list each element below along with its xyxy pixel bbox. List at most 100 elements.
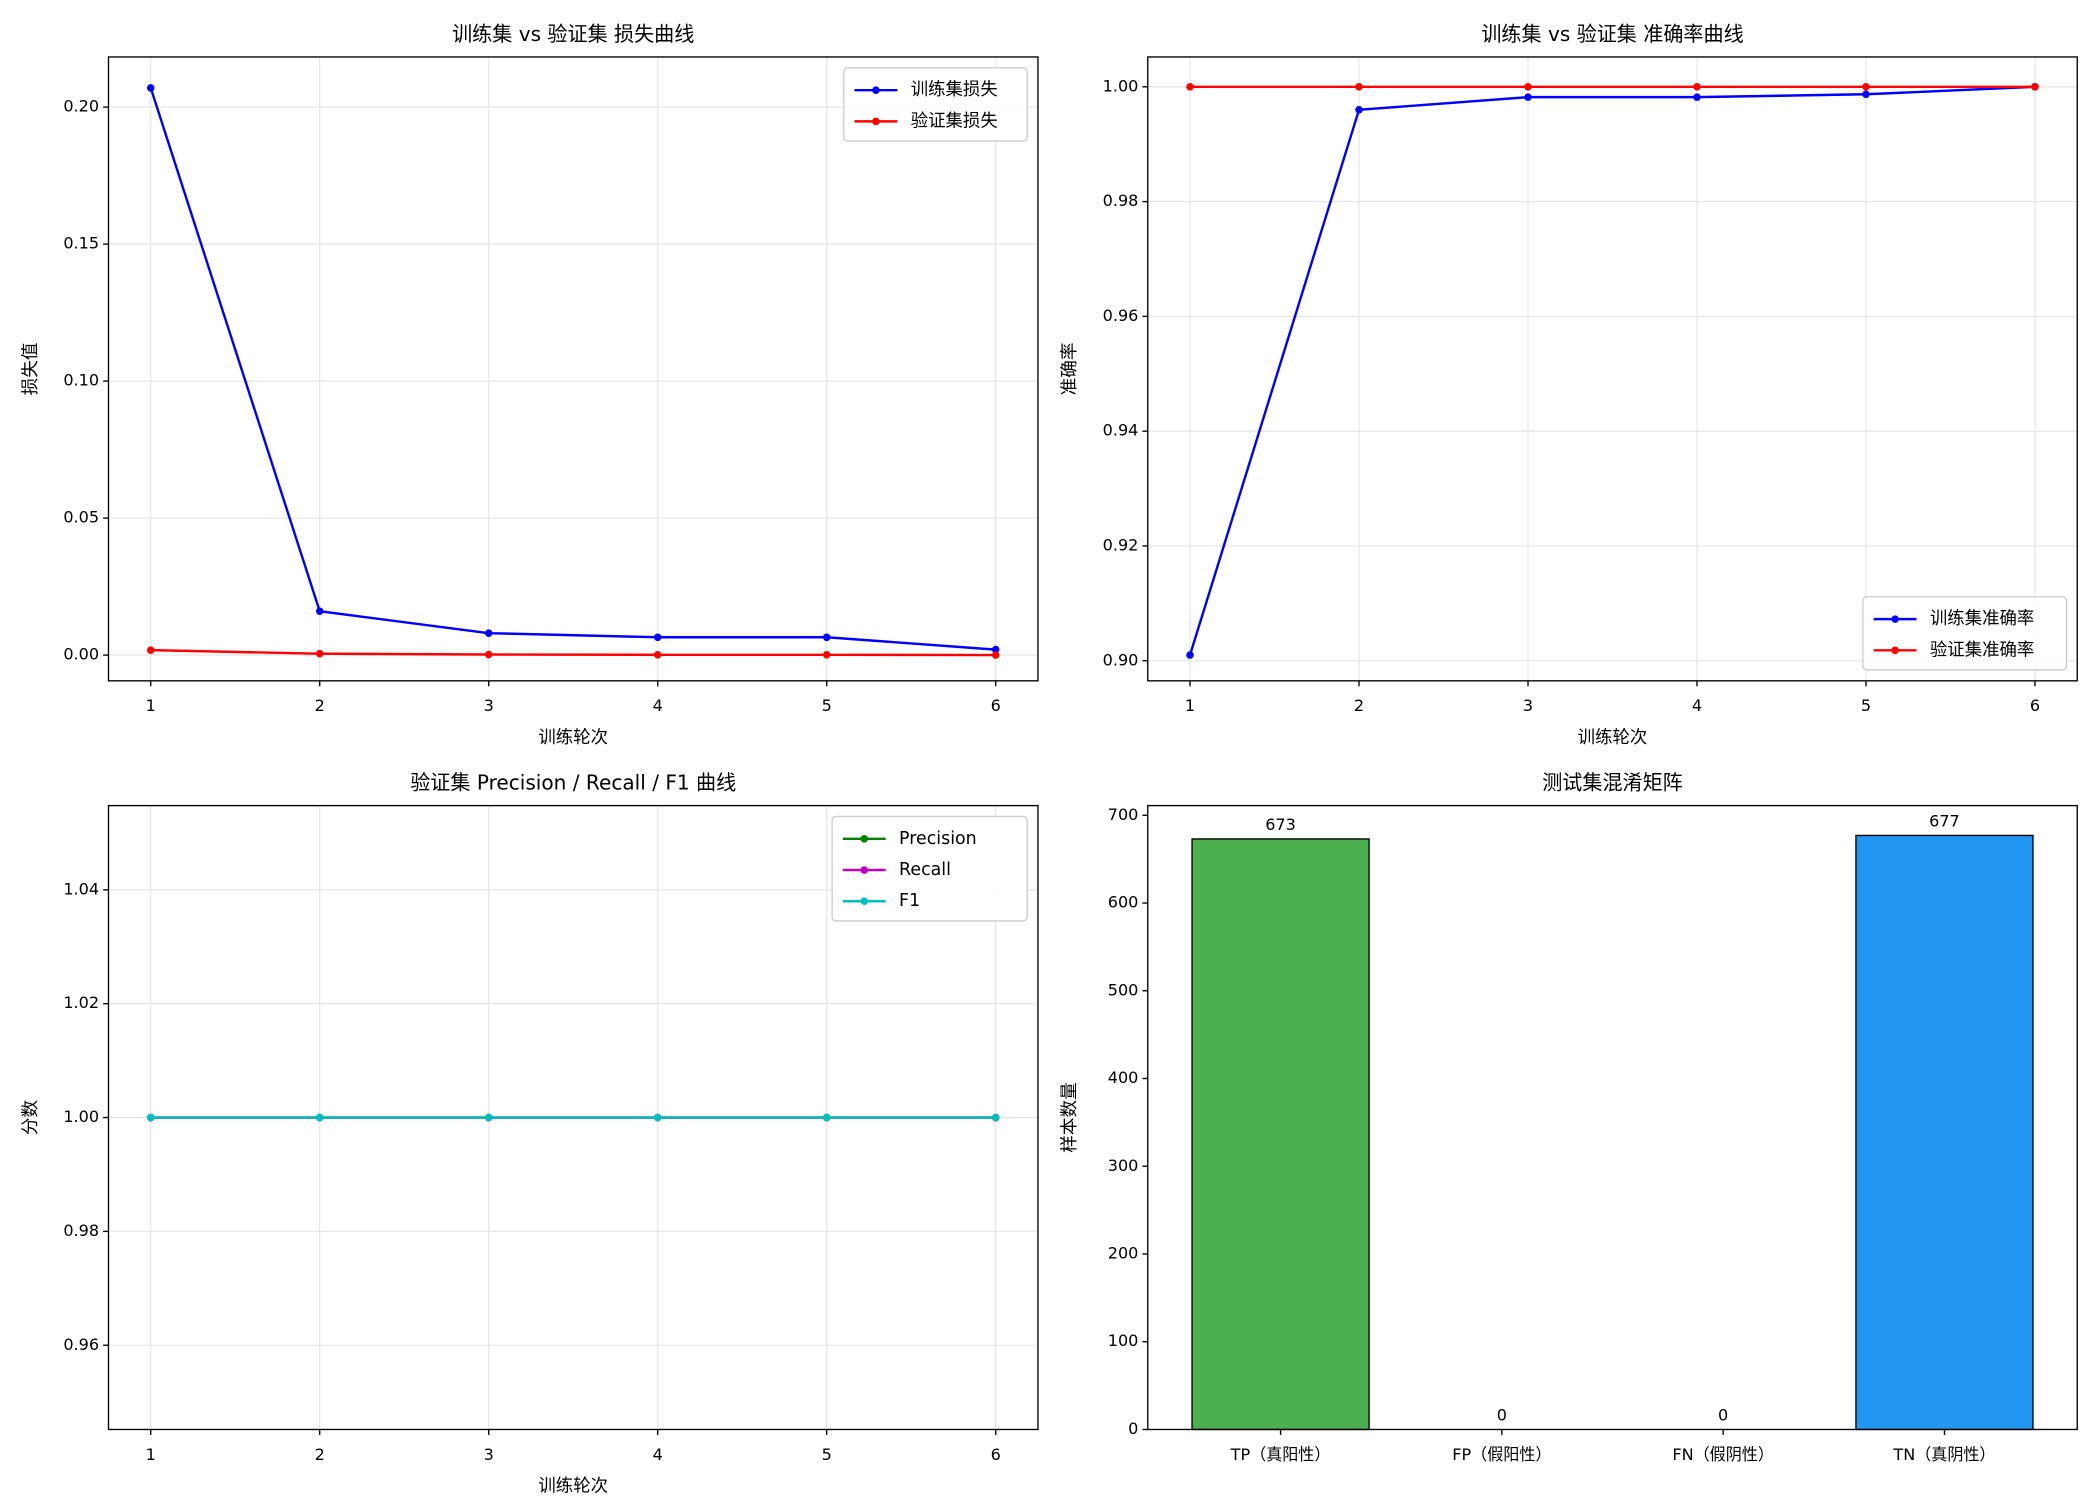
y-tick-label: 0 <box>1128 1419 1138 1438</box>
chart-title: 验证集 Precision / Recall / F1 曲线 <box>410 770 736 794</box>
legend-marker <box>860 897 868 906</box>
line-series <box>1188 85 2036 656</box>
legend-label: Recall <box>899 860 951 880</box>
y-tick-label: 0.90 <box>1103 650 1139 669</box>
bar <box>1191 838 1370 1431</box>
x-tick-label: 6 <box>991 696 1001 715</box>
y-tick-label: 0.15 <box>63 234 99 253</box>
legend-box <box>843 67 1028 142</box>
point <box>315 607 324 616</box>
legend-marker <box>860 835 868 843</box>
y-tick-label: 0.98 <box>1103 191 1139 210</box>
x-tick-label: 6 <box>991 1445 1001 1464</box>
plot-frame <box>107 804 1039 1431</box>
point <box>1355 105 1363 114</box>
point <box>146 84 155 92</box>
value-label: 673 <box>1265 815 1296 834</box>
y-tick-label: 700 <box>1108 805 1139 824</box>
legend-label: 验证集损失 <box>911 111 998 131</box>
legend-marker <box>1891 646 1899 655</box>
y-tick-label: 0.92 <box>1103 535 1139 554</box>
x-tick-label: 4 <box>653 1445 663 1464</box>
point <box>1186 651 1194 659</box>
y-axis-label: 损失值 <box>21 342 41 395</box>
x-tick-label: 1 <box>146 696 156 715</box>
value-label: 0 <box>1718 1405 1728 1424</box>
point <box>1693 83 1701 91</box>
x-tick-label: 3 <box>484 696 494 715</box>
legend-marker <box>860 866 868 874</box>
x-tick-label: 4 <box>1692 696 1702 715</box>
legend-box <box>831 815 1028 922</box>
point <box>315 649 324 658</box>
x-tick-label: 3 <box>484 1445 494 1464</box>
x-tick-label: FN（假阴性） <box>1672 1445 1774 1464</box>
y-tick-label: 0.10 <box>63 371 99 390</box>
point <box>1524 93 1532 101</box>
point <box>1862 83 1870 91</box>
line-series <box>150 648 996 657</box>
x-tick-label: 1 <box>1185 696 1195 715</box>
y-tick-label: 600 <box>1108 892 1139 911</box>
y-tick-label: 1.00 <box>63 1107 99 1126</box>
y-tick-label: 1.02 <box>63 993 99 1012</box>
legend-label: 训练集准确率 <box>1930 609 2034 629</box>
y-axis-label: 准确率 <box>1060 342 1080 395</box>
legend-label: Precision <box>899 829 977 849</box>
point <box>653 1113 662 1122</box>
chart-title: 测试集混淆矩阵 <box>1542 770 1683 794</box>
x-tick-label: 5 <box>1861 696 1871 715</box>
y-tick-label: 100 <box>1108 1331 1139 1350</box>
legend-marker <box>1891 615 1899 623</box>
x-tick-label: 4 <box>653 696 663 715</box>
y-axis-label: 样本数量 <box>1060 1082 1080 1153</box>
point <box>653 633 662 642</box>
y-tick-label: 400 <box>1108 1068 1139 1087</box>
x-tick-label: TN（真阴性） <box>1892 1445 1995 1464</box>
y-axis-label: 分数 <box>21 1099 41 1135</box>
point <box>822 633 831 642</box>
x-tick-label: 6 <box>2030 696 2040 715</box>
x-tick-label: 2 <box>315 1445 325 1464</box>
legend-box <box>1862 596 2068 671</box>
point <box>653 651 662 659</box>
line-series <box>149 87 996 651</box>
point <box>484 629 493 637</box>
point <box>991 1113 1000 1122</box>
point <box>315 1113 324 1122</box>
legend-label: F1 <box>899 891 920 911</box>
value-label: 677 <box>1929 811 1960 830</box>
x-axis-label: 训练轮次 <box>538 728 608 748</box>
point <box>2031 83 2039 91</box>
x-tick-label: 3 <box>1523 696 1533 715</box>
point <box>822 1113 831 1122</box>
point <box>1693 93 1701 101</box>
y-tick-label: 500 <box>1108 980 1139 999</box>
point <box>146 646 155 654</box>
plot-frame <box>1147 804 2078 1431</box>
chart-title: 训练集 vs 验证集 损失曲线 <box>452 22 694 46</box>
y-tick-label: 0.00 <box>63 645 99 664</box>
point <box>991 645 1000 654</box>
y-tick-label: 0.96 <box>63 1335 99 1354</box>
y-tick-label: 0.20 <box>63 97 99 116</box>
y-tick-label: 0.05 <box>63 508 99 527</box>
legend-marker <box>872 117 880 126</box>
point <box>484 650 493 659</box>
x-tick-label: 2 <box>1354 696 1364 715</box>
x-tick-label: 5 <box>822 696 832 715</box>
x-tick-label: 1 <box>146 1445 156 1464</box>
point <box>484 1113 493 1122</box>
point <box>1355 83 1363 91</box>
y-tick-label: 200 <box>1108 1243 1139 1262</box>
legend-label: 验证集准确率 <box>1930 640 2034 660</box>
y-tick-label: 0.94 <box>1103 421 1139 440</box>
y-tick-label: 1.04 <box>63 879 99 898</box>
y-tick-label: 0.96 <box>1103 306 1139 325</box>
point <box>822 651 831 659</box>
point <box>146 1113 155 1122</box>
point <box>1862 90 1870 99</box>
value-label: 0 <box>1497 1405 1507 1424</box>
point <box>991 651 1000 659</box>
